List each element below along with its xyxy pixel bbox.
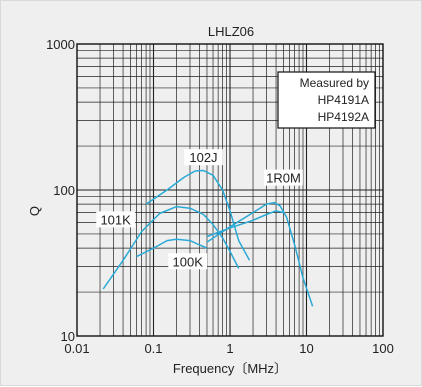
series-label-bg — [96, 211, 136, 228]
x-tick-label: 10 — [299, 341, 313, 356]
legend-line-2: HP4191A — [318, 93, 369, 107]
legend-box — [277, 71, 376, 129]
y-tick-label: 1000 — [46, 37, 75, 52]
series-label: 100K — [173, 254, 204, 269]
series-label: 101K — [100, 212, 131, 227]
series-line — [206, 201, 314, 307]
x-tick-label: 0.01 — [64, 341, 89, 356]
plot-border — [76, 43, 384, 337]
chart-title: LHLZ06 — [208, 24, 254, 39]
x-tick-label: 1 — [226, 341, 233, 356]
y-tick-labels: 10 100 1000 — [46, 37, 75, 344]
series-label-bg — [168, 253, 208, 270]
series-label: 102J — [189, 150, 217, 165]
series-label-bg — [264, 169, 303, 186]
legend-line-3: HP4192A — [318, 110, 369, 124]
y-axis-label: Q — [27, 206, 42, 216]
series-line — [206, 210, 284, 238]
series-label-bg — [184, 149, 223, 166]
y-tick-label: 10 — [61, 329, 75, 344]
series-labels: 102J 101K 100K 1R0M — [96, 149, 303, 270]
y-tick-label: 100 — [53, 183, 75, 198]
series-line — [136, 238, 208, 258]
x-tick-label: 100 — [372, 341, 394, 356]
x-tick-labels: 0.01 0.1 1 10 100 — [64, 341, 394, 356]
legend: Measured by HP4191A HP4192A — [277, 71, 376, 129]
series-label: 1R0M — [266, 171, 301, 186]
series-line — [102, 205, 240, 290]
x-axis-label: Frequency〔MHz〕 — [173, 361, 287, 376]
legend-line-1: Measured by — [300, 76, 369, 90]
x-tick-label: 0.1 — [144, 341, 162, 356]
series-lines — [102, 169, 314, 307]
series-line — [145, 169, 251, 261]
